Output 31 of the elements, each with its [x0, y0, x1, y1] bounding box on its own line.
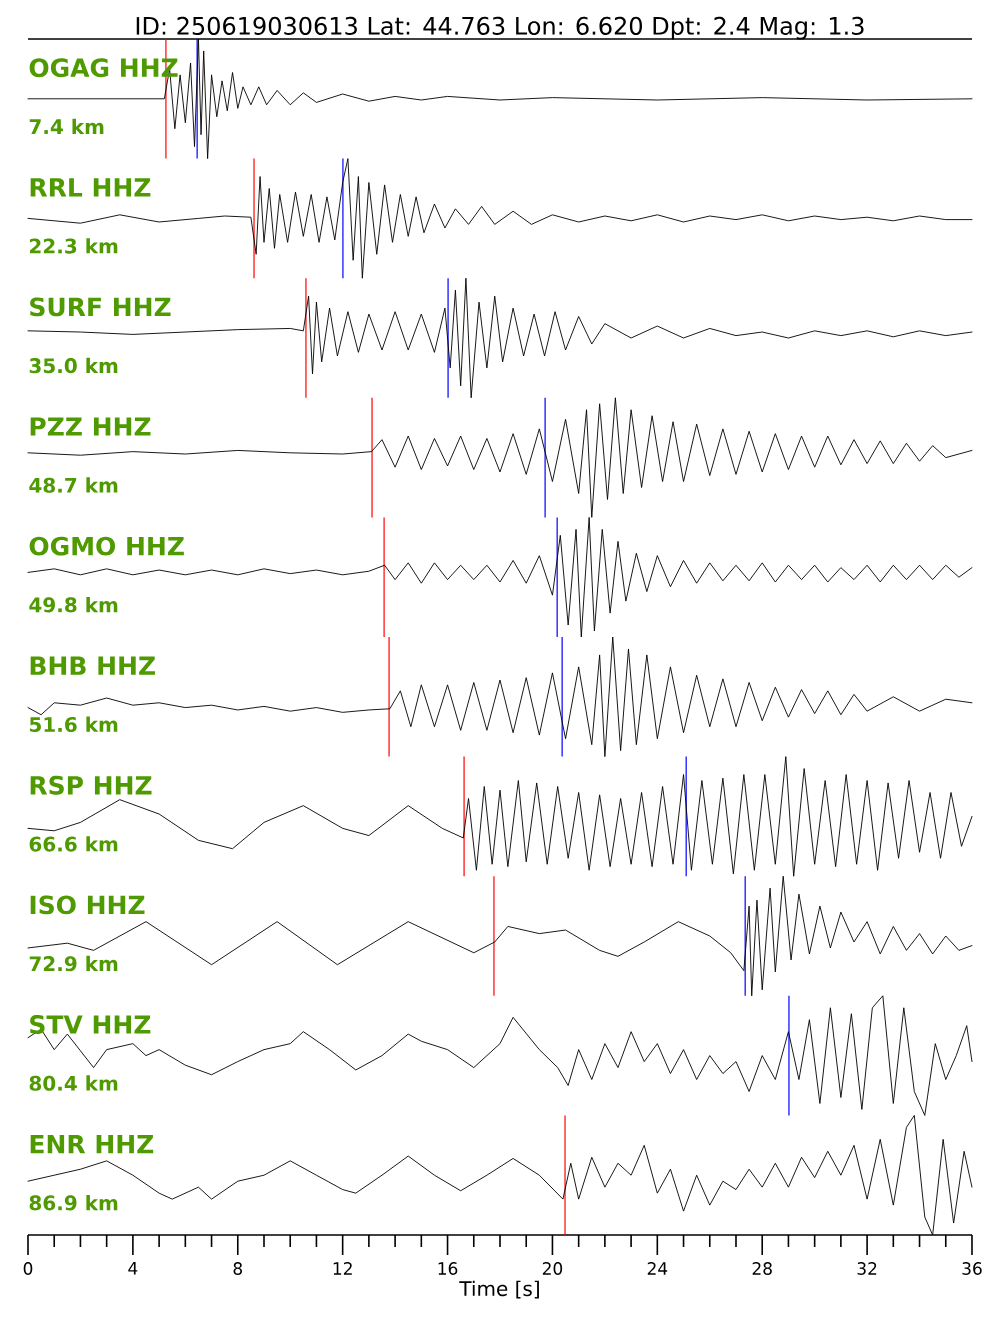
annotation: 51.6 km — [29, 716, 118, 733]
annotation: 86.9 km — [29, 1194, 118, 1211]
x-tick-label: 12 — [333, 1262, 352, 1275]
x-tick-label: 16 — [438, 1262, 458, 1275]
x-tick-label: 4 — [128, 1262, 138, 1275]
x-tick-label: 28 — [752, 1262, 772, 1275]
annotation: 22.3 km — [29, 238, 118, 254]
annotation: 49.8 km — [29, 596, 118, 613]
x-tick-label: 32 — [857, 1262, 877, 1275]
text: RSP HHZ — [30, 775, 152, 795]
annotation: 7.4 km — [29, 118, 104, 134]
annotation: 66.6 km — [29, 836, 118, 852]
text: ENR HHZ — [30, 1135, 154, 1154]
text: OGMO HHZ — [29, 536, 184, 556]
text: RRL HHZ — [30, 178, 151, 197]
x-tick-label: 24 — [647, 1262, 668, 1275]
annotation: 48.7 km — [29, 477, 118, 493]
annotation: 80.4 km — [29, 1075, 118, 1091]
x-tick-label: 20 — [542, 1262, 563, 1275]
x-tick-label: 0 — [23, 1262, 33, 1275]
x-axis-title: Time [s] — [459, 1280, 539, 1299]
annotation: 35.0 km — [29, 357, 118, 374]
text: SURF HHZ — [30, 297, 171, 317]
text: BHB HHZ — [30, 656, 155, 675]
annotation: 72.9 km — [29, 955, 118, 972]
text: PZZ HHZ — [30, 417, 151, 436]
text: STV HHZ — [30, 1015, 151, 1034]
text: ID: 250619030613 Lat: 44.763 Lon: 6.620 Dpt: 2.4 Mag: 1.3 — [136, 16, 864, 40]
x-tick-label: 8 — [233, 1262, 243, 1275]
x-tick-label: 36 — [962, 1262, 982, 1275]
text: ISO HHZ — [30, 895, 145, 915]
